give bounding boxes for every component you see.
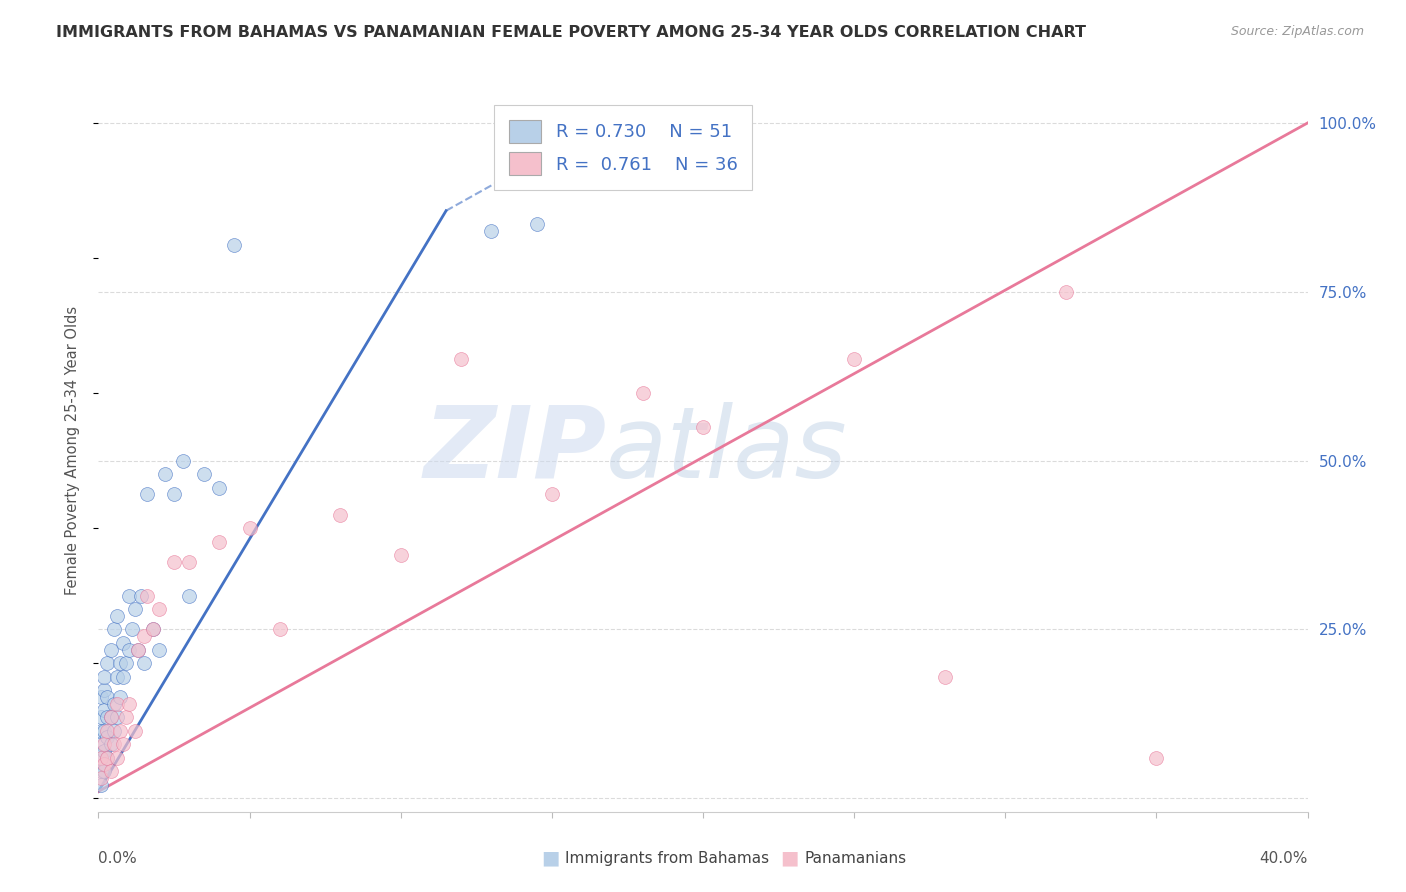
Point [142, 623, 165, 637]
Point [93, 757, 115, 772]
Point [90, 710, 112, 724]
Point [90, 778, 112, 792]
Point [90, 764, 112, 779]
Point [96, 690, 118, 704]
Point [105, 697, 128, 711]
Point [90, 737, 112, 751]
Text: atlas: atlas [606, 402, 848, 499]
Point [100, 710, 122, 724]
Point [96, 750, 118, 764]
Point [90, 723, 112, 738]
Point [108, 690, 131, 704]
Point [96, 731, 118, 745]
Point [224, 237, 246, 252]
Point [118, 642, 141, 657]
Point [124, 723, 146, 738]
Point [844, 352, 866, 367]
Point [96, 750, 118, 764]
Point [132, 656, 155, 670]
Point [1054, 285, 1077, 299]
Point [163, 555, 186, 569]
Point [193, 467, 215, 481]
Point [111, 670, 134, 684]
Point [239, 521, 262, 535]
Text: ■: ■ [780, 848, 799, 868]
Point [114, 710, 136, 724]
Point [172, 453, 194, 467]
Point [118, 697, 141, 711]
Point [93, 723, 115, 738]
Legend: R = 0.730    N = 51, R =  0.761    N = 36: R = 0.730 N = 51, R = 0.761 N = 36 [495, 105, 752, 190]
Point [103, 737, 125, 751]
Point [103, 723, 125, 738]
Point [450, 352, 472, 367]
Point [90, 690, 112, 704]
Y-axis label: Female Poverty Among 25-34 Year Olds: Female Poverty Among 25-34 Year Olds [65, 306, 80, 595]
Text: 40.0%: 40.0% [1260, 852, 1308, 866]
Point [108, 723, 131, 738]
Point [127, 642, 149, 657]
Point [208, 481, 231, 495]
Point [100, 764, 122, 779]
Text: 0.0%: 0.0% [98, 852, 138, 866]
Text: IMMIGRANTS FROM BAHAMAS VS PANAMANIAN FEMALE POVERTY AMONG 25-34 YEAR OLDS CORRE: IMMIGRANTS FROM BAHAMAS VS PANAMANIAN FE… [56, 25, 1087, 40]
Point [148, 602, 170, 616]
Point [142, 623, 165, 637]
Point [93, 737, 115, 751]
Point [129, 589, 152, 603]
Text: Panamanians: Panamanians [804, 851, 907, 865]
Point [148, 642, 170, 657]
Point [526, 217, 548, 231]
Point [934, 670, 956, 684]
Text: Immigrants from Bahamas: Immigrants from Bahamas [565, 851, 769, 865]
Point [121, 623, 143, 637]
Point [100, 737, 122, 751]
Point [90, 750, 112, 764]
Point [540, 487, 562, 501]
Point [100, 710, 122, 724]
Point [127, 642, 149, 657]
Point [103, 623, 125, 637]
Point [692, 420, 714, 434]
Point [163, 487, 186, 501]
Text: Source: ZipAtlas.com: Source: ZipAtlas.com [1230, 25, 1364, 38]
Point [135, 589, 157, 603]
Point [329, 508, 352, 522]
Point [93, 670, 115, 684]
Point [103, 697, 125, 711]
Point [108, 656, 131, 670]
Point [132, 629, 155, 643]
Point [111, 636, 134, 650]
Point [90, 750, 112, 764]
Point [105, 750, 128, 764]
Point [269, 623, 291, 637]
Text: ■: ■ [541, 848, 560, 868]
Point [124, 602, 146, 616]
Point [111, 737, 134, 751]
Point [105, 710, 128, 724]
Point [179, 589, 201, 603]
Point [1144, 750, 1167, 764]
Point [90, 771, 112, 785]
Point [105, 608, 128, 623]
Point [135, 487, 157, 501]
Point [389, 548, 412, 562]
Point [631, 386, 654, 401]
Point [96, 723, 118, 738]
Point [93, 703, 115, 717]
Point [93, 744, 115, 758]
Point [96, 710, 118, 724]
Point [208, 534, 231, 549]
Text: ZIP: ZIP [423, 402, 606, 499]
Point [481, 224, 503, 238]
Point [114, 656, 136, 670]
Point [105, 670, 128, 684]
Point [153, 467, 176, 481]
Point [93, 683, 115, 698]
Point [118, 589, 141, 603]
Point [100, 642, 122, 657]
Point [179, 555, 201, 569]
Point [93, 764, 115, 779]
Point [96, 656, 118, 670]
